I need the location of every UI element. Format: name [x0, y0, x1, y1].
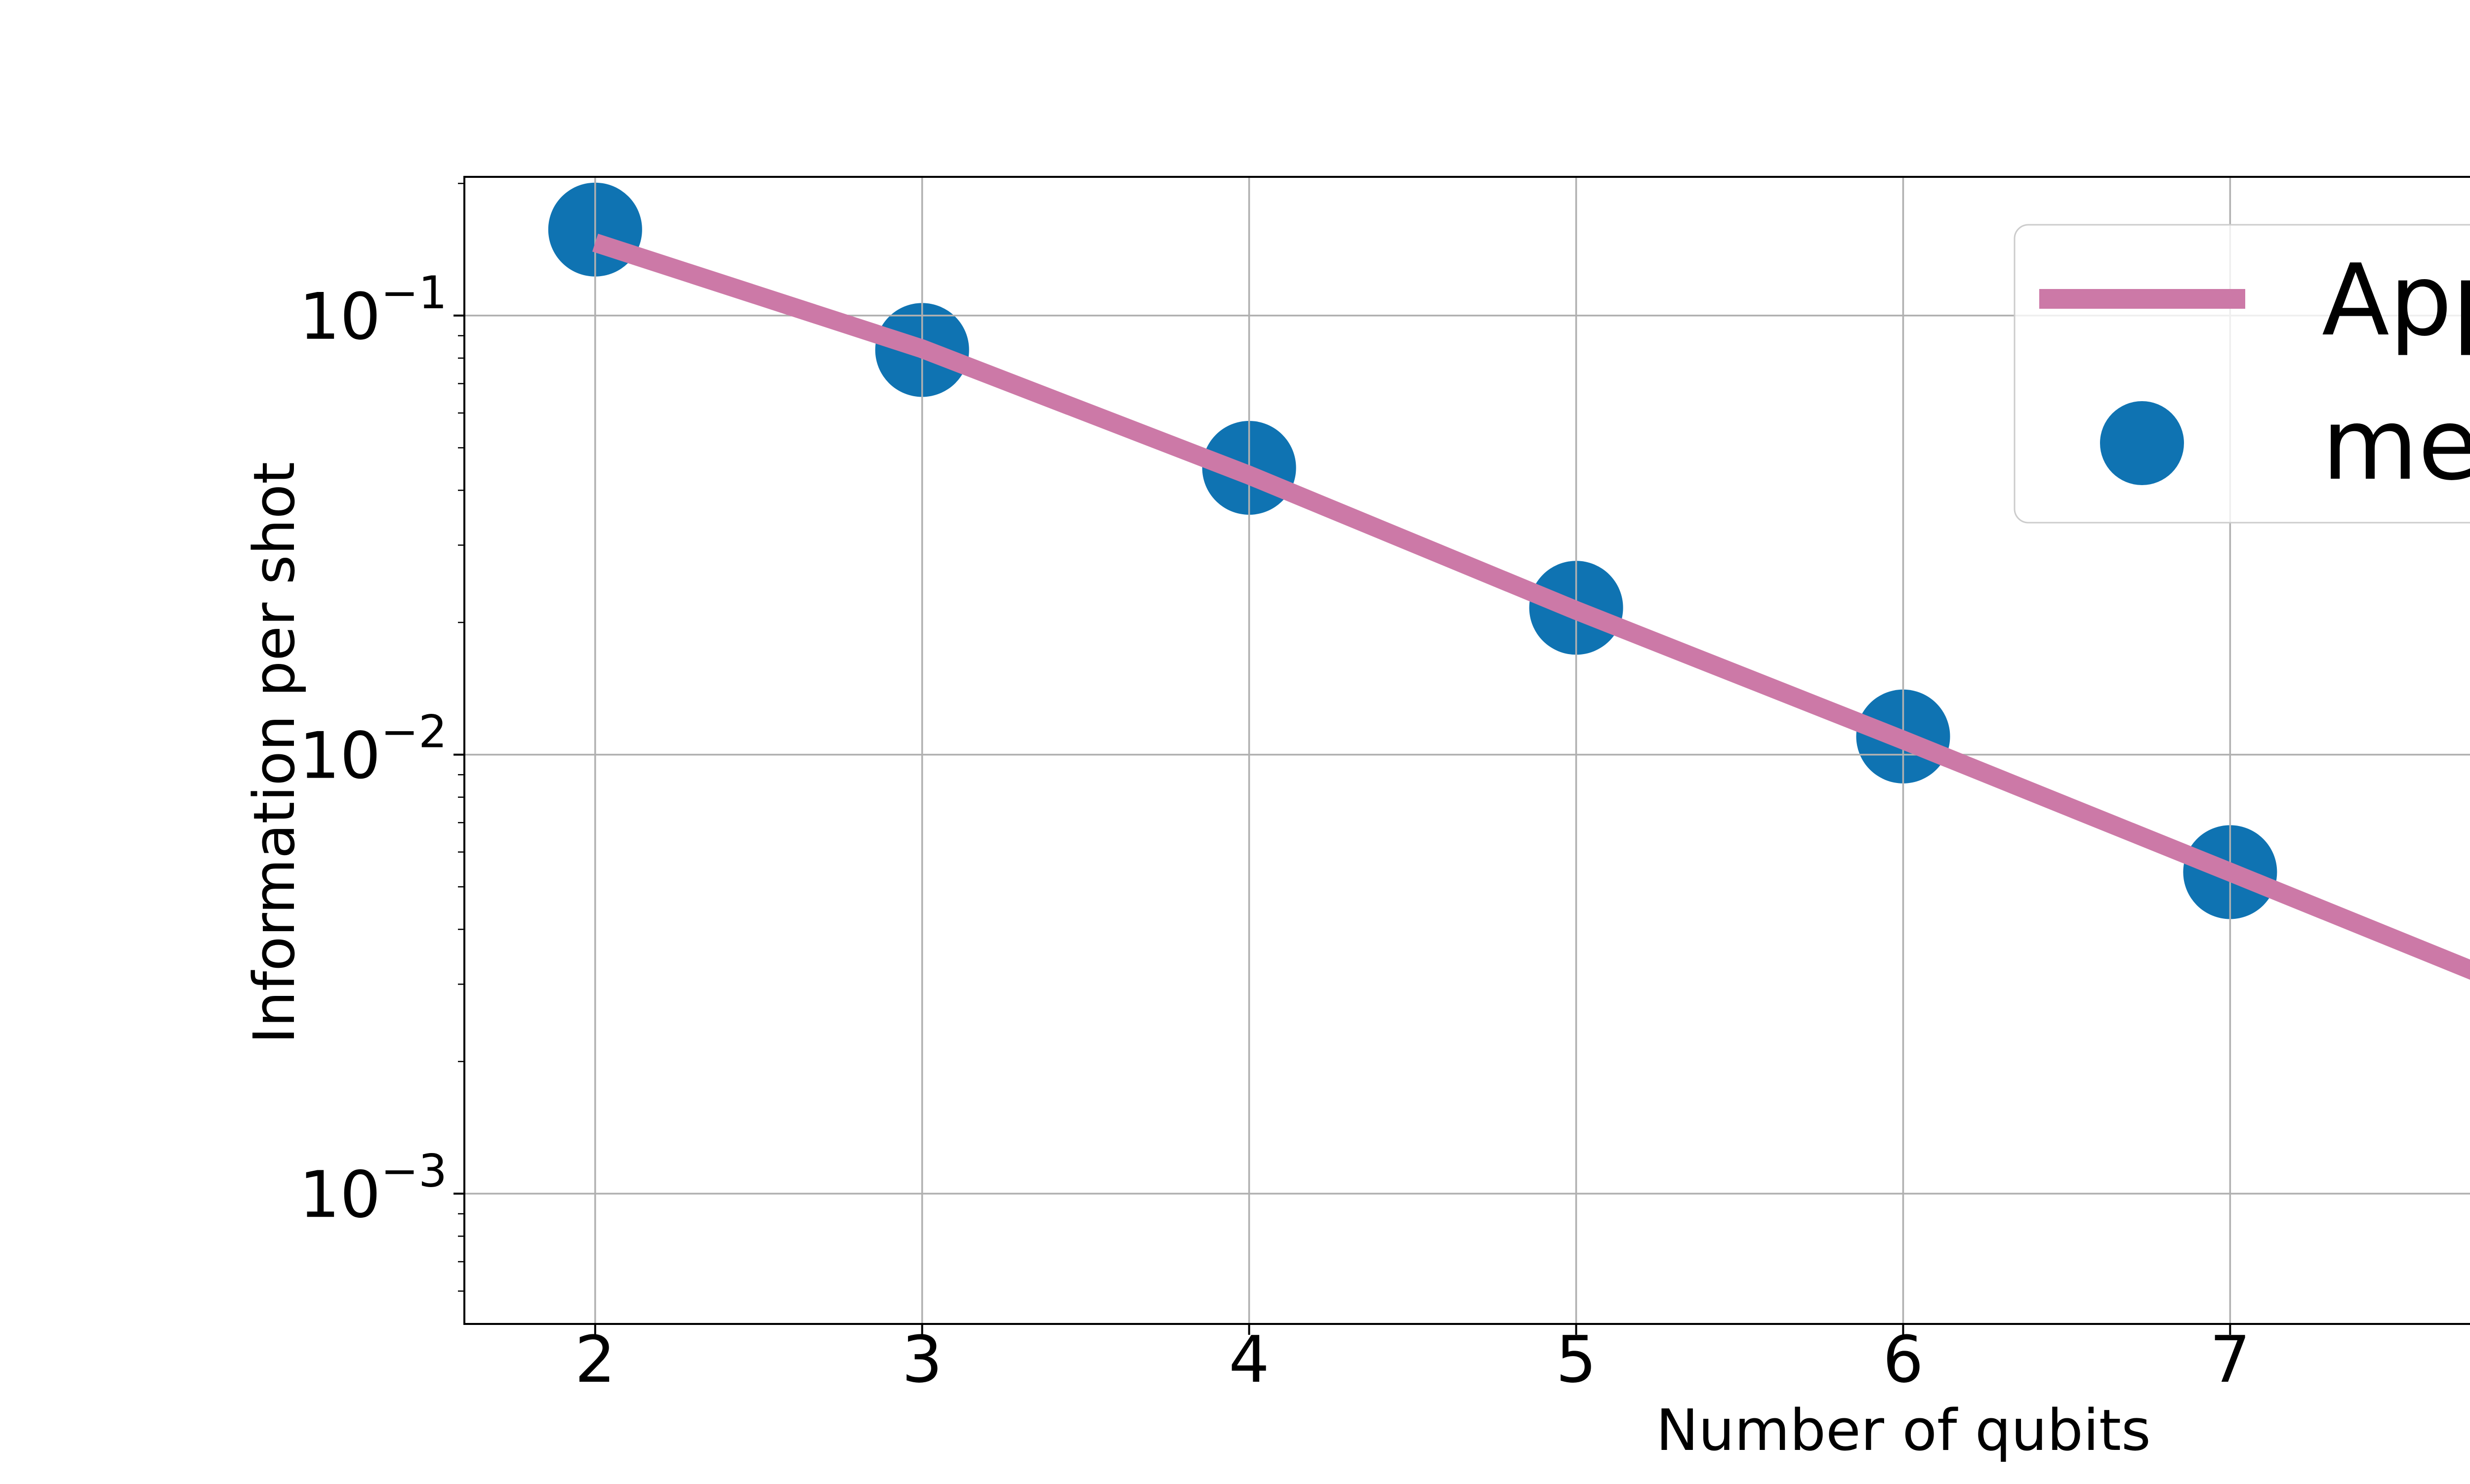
- x-tick-label: 6: [1883, 1322, 1924, 1397]
- y-tick-label: 10−3: [299, 1145, 447, 1232]
- approximated-mean-line: [592, 234, 2470, 980]
- x-tick-label: 2: [575, 1322, 616, 1397]
- legend-label-approximated-mean: Approximated mean: [2322, 243, 2470, 358]
- x-axis: 2345678910: [575, 1322, 2251, 1397]
- grid: [464, 177, 2470, 1324]
- x-tick-label: 3: [902, 1322, 943, 1397]
- y-axis-label: Information per shot: [242, 462, 308, 1044]
- legend: Approximated mean mean: [2014, 224, 2470, 524]
- x-tick-label: 7: [2210, 1322, 2251, 1397]
- x-axis-label: Number of qubits: [1656, 1398, 2151, 1464]
- legend-label-mean: mean: [2322, 387, 2470, 502]
- x-tick-label: 4: [1229, 1322, 1270, 1397]
- x-tick-label: 5: [1556, 1322, 1597, 1397]
- legend-dot-swatch: [2100, 401, 2184, 485]
